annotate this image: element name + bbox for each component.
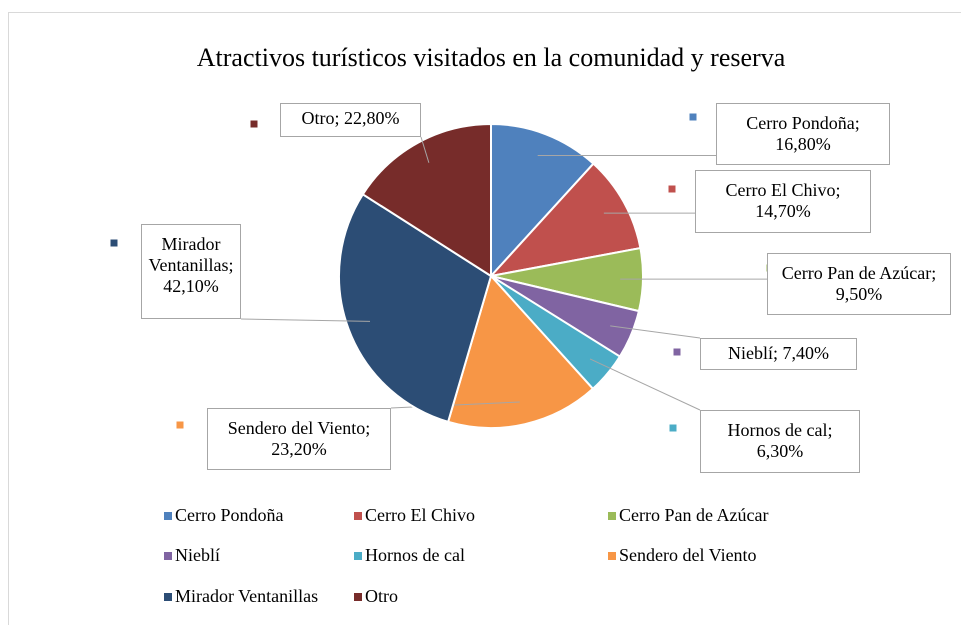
label-key [668, 185, 676, 193]
legend-label: Cerro Pondoña [175, 505, 283, 525]
pie-slice [490, 122, 595, 279]
label-key [110, 239, 118, 247]
legend-label: Hornos de cal [365, 545, 465, 565]
legend-label: Sendero del Viento [619, 545, 757, 565]
legend-swatch [608, 552, 616, 560]
label-key [673, 348, 681, 356]
pie-slice [361, 122, 492, 278]
data-label: Cerro El Chivo; 14,70% [695, 170, 871, 233]
leader-line [420, 136, 430, 163]
legend-swatch [354, 552, 362, 560]
legend-swatch [164, 552, 172, 560]
legend-swatch [164, 512, 172, 520]
legend-label: Cerro El Chivo [365, 505, 475, 525]
legend-swatch [354, 512, 362, 520]
leader-line [240, 318, 371, 322]
data-label: Nieblí; 7,40% [700, 338, 857, 370]
data-label: Cerro Pondoña; 16,80% [716, 103, 890, 165]
label-key [250, 120, 258, 128]
data-label: Otro; 22,80% [280, 103, 421, 137]
legend-label: Nieblí [175, 545, 220, 565]
legend-label: Mirador Ventanillas [175, 586, 318, 606]
chart-border [8, 12, 961, 625]
label-key [689, 113, 697, 121]
legend-swatch [354, 593, 362, 601]
data-label: Sendero del Viento; 23,20% [207, 408, 391, 470]
leader-line [610, 325, 701, 339]
data-label: Hornos de cal; 6,30% [700, 410, 860, 473]
pie-slice [446, 274, 595, 429]
data-label: Mirador Ventanillas; 42,10% [141, 224, 241, 319]
label-key [669, 424, 677, 432]
label-key [176, 421, 184, 429]
chart-title: Atractivos turísticos visitados en la co… [197, 43, 786, 72]
legend-swatch [608, 512, 616, 520]
data-label: Cerro Pan de Azúcar; 9,50% [767, 253, 951, 315]
legend-label: Cerro Pan de Azúcar [619, 505, 768, 525]
pie-slice [338, 192, 493, 424]
legend-swatch [164, 593, 172, 601]
legend-label: Otro [365, 586, 398, 606]
leader-line [589, 358, 701, 411]
pie-slice [488, 162, 642, 278]
